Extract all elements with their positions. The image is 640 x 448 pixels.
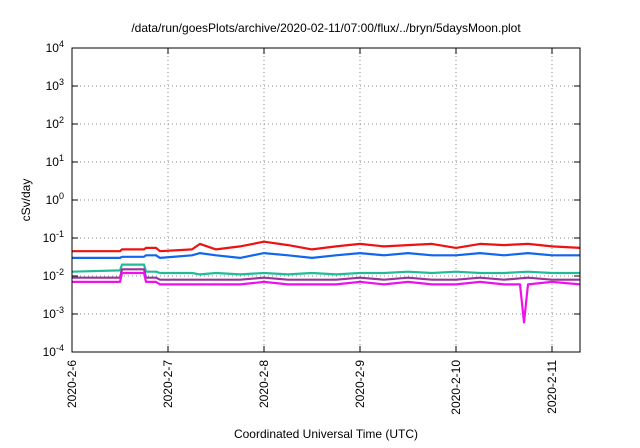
x-tick-label: 2020-2-9 (353, 360, 367, 408)
y-tick-label: 102 (46, 115, 64, 131)
x-tick-label: 2020-2-8 (257, 360, 271, 408)
y-tick-label: 103 (46, 77, 64, 93)
grid (71, 48, 580, 352)
chart-title: /data/run/goesPlots/archive/2020-02-11/0… (131, 21, 521, 35)
x-tick-label: 2020-2-6 (65, 360, 79, 408)
x-tick-label: 2020-2-7 (161, 360, 175, 408)
y-tick-label: 104 (46, 39, 64, 55)
series-lines (71, 240, 581, 324)
x-axis: 2020-2-6 2020-2-7 2020-2-8 2020-2-9 2020-2-1… (65, 48, 559, 415)
x-tick-label: 2020-2-10 (449, 360, 463, 415)
y-tick-label: 10-4 (43, 343, 64, 359)
y-tick-label: 100 (46, 191, 64, 207)
y-tick-label: 101 (46, 153, 64, 169)
y-tick-label: 10-3 (43, 305, 64, 321)
x-tick-label: 2020-2-11 (545, 360, 559, 414)
series-line (72, 252, 580, 259)
y-axis-label: cSv/day (19, 179, 33, 222)
x-axis-label: Coordinated Universal Time (UTC) (234, 427, 418, 441)
y-axis: 10-4 10-3 10-2 10-1 100 101 102 103 104 (43, 39, 580, 359)
y-tick-label: 10-1 (43, 229, 64, 245)
series-line (72, 240, 581, 253)
series-line (71, 263, 580, 276)
series-line (72, 271, 581, 324)
y-tick-label: 10-2 (43, 267, 64, 283)
